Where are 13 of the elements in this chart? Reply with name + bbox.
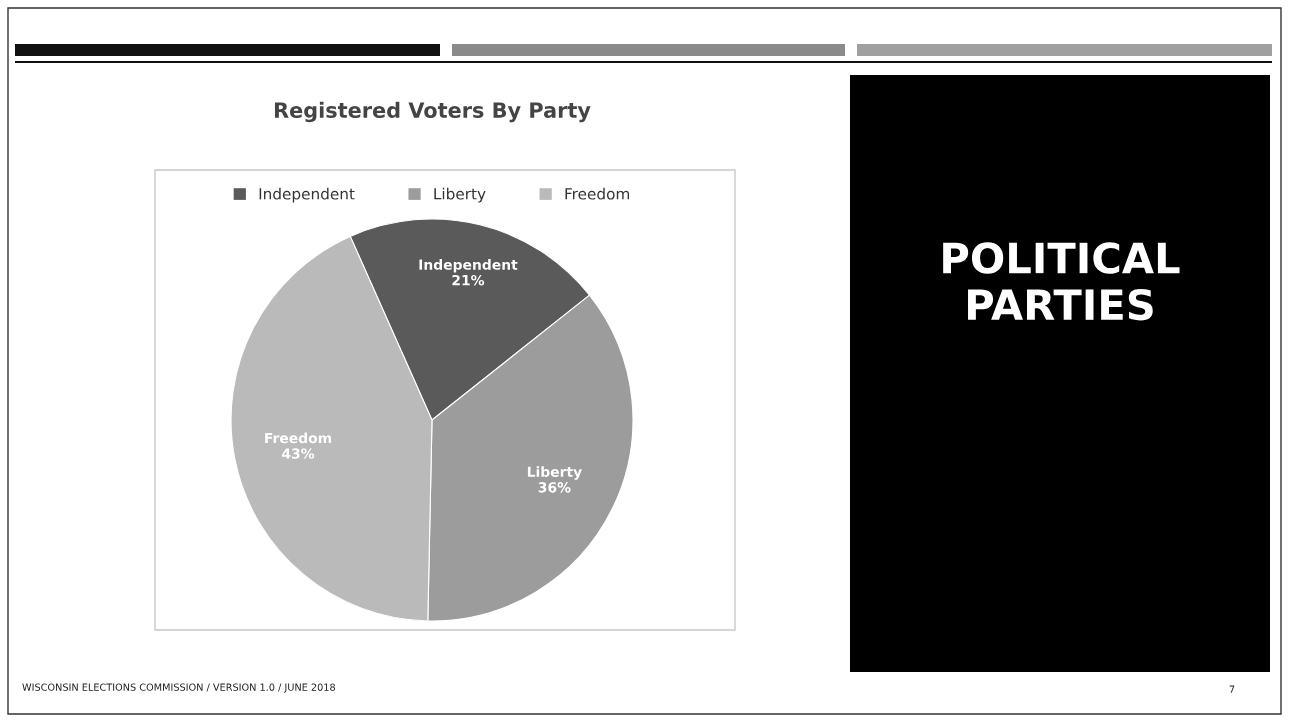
chart-title: Registered Voters By Party bbox=[274, 101, 591, 123]
data-label: 36% bbox=[538, 482, 571, 493]
slice-label: Independent bbox=[419, 259, 518, 273]
legend-label: Independent bbox=[259, 187, 355, 203]
text: WISCONSIN ELECTIONS COMMISSION / VERSION 1.0 / JUNE 2018 bbox=[22, 683, 336, 693]
text: POLITICAL PARTIES bbox=[943, 242, 1180, 321]
legend-label: Freedom bbox=[565, 187, 630, 200]
slice-label: Freedom bbox=[265, 432, 332, 444]
slice-label: Liberty bbox=[527, 466, 582, 480]
legend-label: Liberty bbox=[434, 187, 486, 203]
text: 7 bbox=[1229, 685, 1235, 693]
data-label: 21% bbox=[452, 274, 485, 286]
data-label: 43% bbox=[282, 448, 315, 459]
